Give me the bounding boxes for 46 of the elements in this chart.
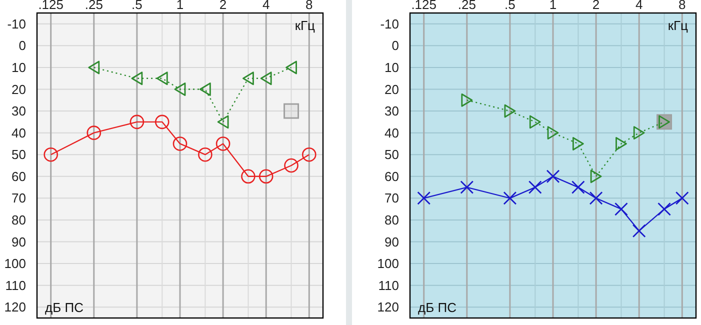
y-tick-label: 110 (378, 278, 399, 293)
y-tick-label: 80 (384, 212, 399, 228)
y-tick-label: 0 (18, 38, 26, 54)
x-tick-label: 1 (176, 0, 184, 12)
y-tick-label: 70 (384, 190, 399, 206)
x-tick-label: .25 (84, 0, 103, 12)
y-tick-label: 20 (384, 82, 399, 97)
y-tick-label: 80 (12, 212, 26, 228)
x-tick-label: .5 (504, 0, 516, 12)
y-tick-label: 60 (384, 168, 399, 184)
y-tick-label: 120 (377, 300, 399, 315)
y-tick-label: 70 (12, 190, 26, 206)
y-tick-label: 90 (384, 234, 399, 250)
annotation: кГц (668, 18, 689, 33)
x-tick-label: .125 (38, 0, 64, 12)
y-tick-label: 40 (12, 125, 26, 140)
y-tick-label: 40 (384, 125, 399, 140)
x-tick-label: 8 (306, 0, 313, 12)
x-tick-label: 4 (635, 0, 643, 12)
x-tick-label: 8 (678, 0, 686, 12)
y-tick-label: 50 (12, 147, 26, 162)
x-tick-label: .25 (458, 0, 476, 12)
y-tick-label: 120 (4, 300, 26, 315)
y-tick-label: 110 (5, 278, 26, 293)
x-tick-label: 2 (592, 0, 600, 12)
annotation: кГц (294, 18, 316, 33)
y-tick-label: 30 (384, 104, 399, 119)
y-tick-label: 20 (12, 82, 26, 97)
x-tick-label: 1 (549, 0, 557, 12)
y-tick-label: 100 (377, 256, 399, 272)
annotation: дБ ПС (418, 300, 456, 315)
y-tick-label: 60 (12, 168, 26, 184)
x-tick-label: .125 (411, 0, 437, 12)
x-tick-label: 4 (262, 0, 270, 12)
y-tick-label: 90 (12, 234, 26, 250)
annotation: дБ ПС (45, 300, 84, 315)
y-tick-label: 10 (384, 60, 399, 76)
y-tick-label: 30 (12, 104, 26, 119)
x-tick-label: .5 (132, 0, 142, 12)
x-tick-label: 2 (219, 0, 227, 12)
y-tick-label: 10 (12, 60, 26, 76)
y-tick-label: -10 (380, 16, 399, 32)
y-tick-label: 0 (392, 38, 399, 54)
y-tick-label: -10 (7, 16, 26, 32)
y-tick-label: 100 (4, 256, 26, 272)
y-tick-label: 50 (384, 147, 399, 162)
